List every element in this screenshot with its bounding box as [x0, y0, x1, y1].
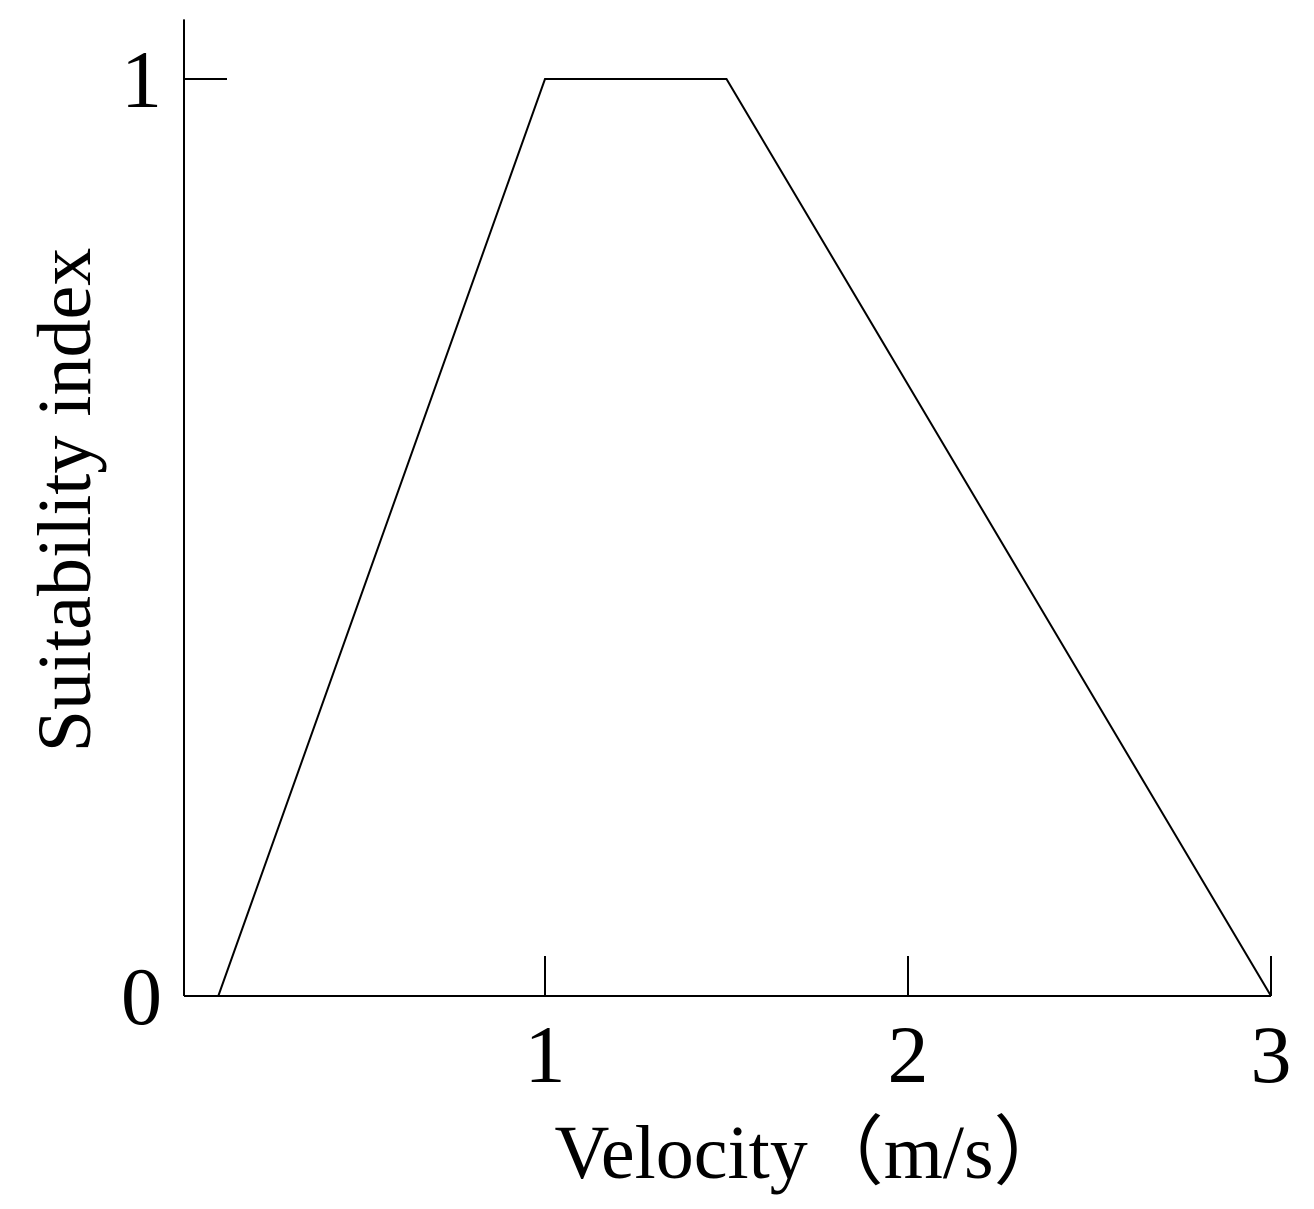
x-tick-label: 3: [1251, 1009, 1292, 1100]
y-axis-label: Suitability index: [23, 248, 107, 753]
y-tick-label: 0: [121, 951, 162, 1042]
x-tick-label: 1: [525, 1009, 566, 1100]
x-tick-label: 2: [888, 1009, 929, 1100]
data-line: [217, 78, 1272, 997]
y-tick-label: 1: [121, 34, 162, 125]
x-axis-label: Velocity（m/s）: [554, 1111, 1069, 1195]
